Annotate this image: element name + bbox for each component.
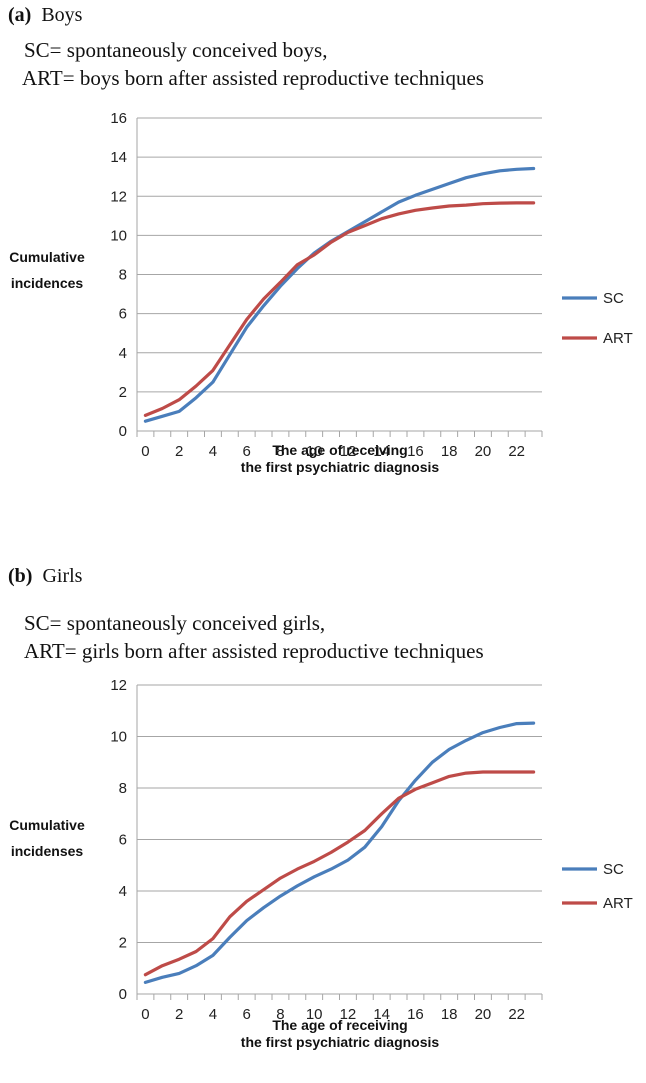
panel-girls: (b) Girls SC= spontaneously conceived gir… xyxy=(0,555,646,1083)
y-tick-label: 4 xyxy=(119,345,127,362)
y-tick-label: 6 xyxy=(119,832,127,849)
x-tick-label: 0 xyxy=(141,443,149,460)
legend-label-sc: SC xyxy=(603,861,624,878)
x-tick-label: 0 xyxy=(141,1006,149,1023)
x-axis-ticks: 0 2 4 6 8 10 12 14 16 18 20 22 xyxy=(136,431,543,460)
x-axis-title-line: the first psychiatric diagnosis xyxy=(241,459,440,475)
y-tick-label: 2 xyxy=(119,384,127,401)
gridlines xyxy=(137,684,542,943)
legend-description-line-2: ART= girls born after assisted reproduct… xyxy=(24,639,484,663)
y-tick-label: 0 xyxy=(119,423,127,440)
y-tick-label: 10 xyxy=(110,227,127,244)
chart-boys: 0 2 4 6 8 10 12 14 16 0 2 4 6 8 10 12 14 16 18 20 22 Cumulati… xyxy=(9,110,633,475)
y-tick-label: 10 xyxy=(110,729,127,746)
legend-label-sc: SC xyxy=(603,290,624,307)
legend-description-line-1: SC= spontaneously conceived girls, xyxy=(24,611,326,635)
x-tick-label: 2 xyxy=(175,1006,183,1023)
panel-letter: (a) xyxy=(8,4,32,26)
x-axis-title-line: The age of receiving xyxy=(272,1017,407,1033)
series-line-sc xyxy=(143,166,536,423)
y-tick-label: 14 xyxy=(110,149,127,166)
x-tick-label: 12 xyxy=(340,443,357,460)
x-tick-label: 4 xyxy=(209,1006,217,1023)
y-axis-ticks: 0 2 4 6 8 10 12 14 16 xyxy=(110,110,127,440)
series-line-art xyxy=(143,201,536,417)
y-tick-label: 8 xyxy=(119,267,127,284)
y-tick-label: 16 xyxy=(110,110,127,127)
x-tick-label: 8 xyxy=(276,443,284,460)
x-tick-label: 22 xyxy=(508,1006,525,1023)
y-tick-label: 12 xyxy=(110,188,127,205)
panel-letter: (b) xyxy=(8,565,33,587)
x-tick-label: 10 xyxy=(306,443,323,460)
x-tick-label: 18 xyxy=(441,443,458,460)
y-tick-label: 2 xyxy=(119,935,127,952)
x-tick-label: 16 xyxy=(407,443,424,460)
x-tick-label: 16 xyxy=(407,1006,424,1023)
x-tick-label: 6 xyxy=(243,1006,251,1023)
y-axis-title-line: incidences xyxy=(11,275,84,291)
x-axis-title-line: The age of receiving xyxy=(272,442,407,458)
y-axis-title: Cumulative incidences xyxy=(9,249,85,291)
y-tick-label: 0 xyxy=(119,986,127,1003)
y-tick-label: 6 xyxy=(119,306,127,323)
legend-description-line-1: SC= spontaneously conceived boys, xyxy=(24,38,328,62)
x-tick-label: 10 xyxy=(306,1006,323,1023)
series-line-art xyxy=(143,770,536,977)
x-tick-label: 8 xyxy=(276,1006,284,1023)
y-axis-title-line: incidenses xyxy=(11,843,84,859)
x-tick-label: 12 xyxy=(340,1006,357,1023)
y-tick-label: 8 xyxy=(119,780,127,797)
x-tick-label: 22 xyxy=(508,443,525,460)
panel-title: Girls xyxy=(42,565,83,587)
y-axis-title: Cumulative incidenses xyxy=(9,817,85,859)
legend-description-line-2: ART= boys born after assisted reproducti… xyxy=(22,66,484,90)
x-axis-ticks: 0 2 4 6 8 10 12 14 16 18 20 22 xyxy=(136,994,543,1023)
chart-girls: 0 2 4 6 8 10 12 0 2 4 6 8 10 12 14 16 18 20 22 Cumulative in… xyxy=(9,677,633,1050)
x-axis-title-line: the first psychiatric diagnosis xyxy=(241,1034,440,1050)
x-tick-label: 14 xyxy=(373,1006,390,1023)
y-axis-ticks: 0 2 4 6 8 10 12 xyxy=(110,677,127,1003)
panel-caption: (a) Boys xyxy=(8,4,82,27)
gridlines xyxy=(137,117,542,393)
series-line-sc xyxy=(143,721,536,984)
x-tick-label: 4 xyxy=(209,443,217,460)
panel-title: Boys xyxy=(41,4,83,26)
y-tick-label: 4 xyxy=(119,883,127,900)
panel-caption: (b) Girls xyxy=(8,565,82,588)
x-tick-label: 2 xyxy=(175,443,183,460)
legend: SC ART xyxy=(562,290,633,347)
y-tick-label: 12 xyxy=(110,677,127,694)
x-tick-label: 20 xyxy=(475,1006,492,1023)
x-tick-label: 18 xyxy=(441,1006,458,1023)
x-tick-label: 14 xyxy=(373,443,390,460)
x-tick-label: 6 xyxy=(243,443,251,460)
y-axis-title-line: Cumulative xyxy=(9,817,85,833)
legend-label-art: ART xyxy=(603,330,633,347)
panel-boys: (a) Boys SC= spontaneously conceived boys… xyxy=(0,0,646,530)
x-tick-label: 20 xyxy=(475,443,492,460)
legend-label-art: ART xyxy=(603,895,633,912)
y-axis-title-line: Cumulative xyxy=(9,249,85,265)
legend: SC ART xyxy=(562,861,633,912)
